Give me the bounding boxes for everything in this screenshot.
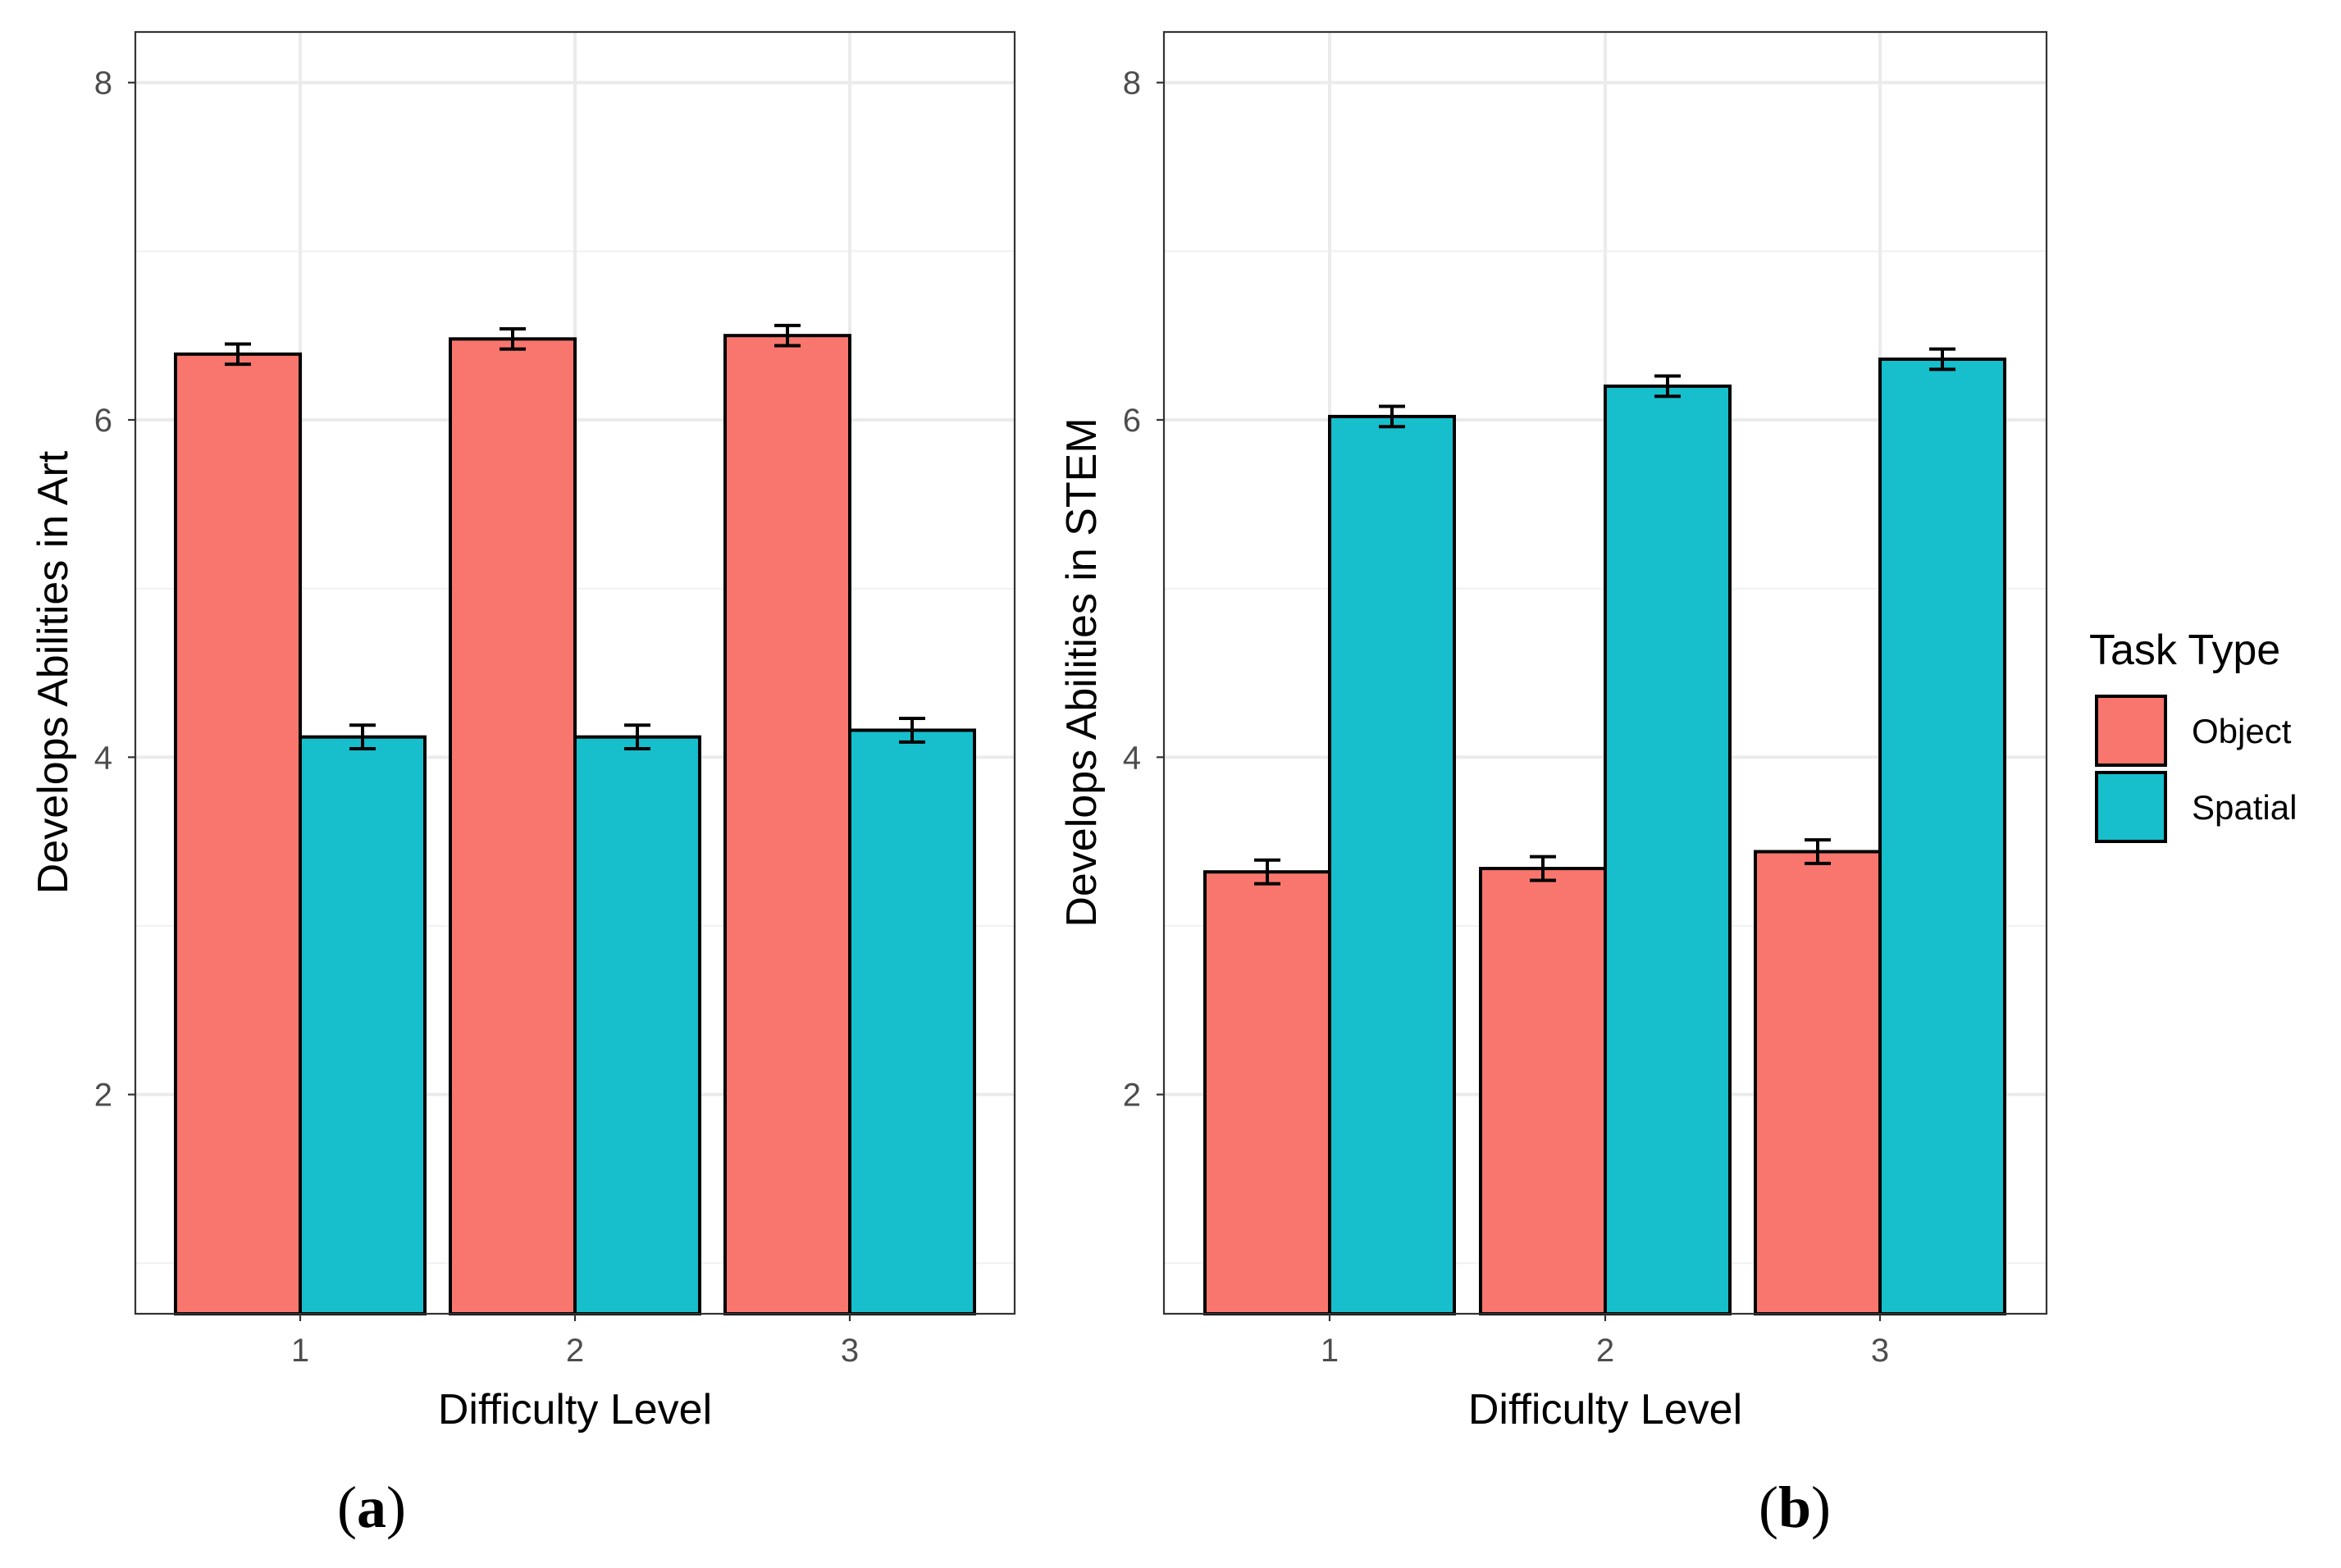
panel-b-bar-spatial-level-1 <box>1328 414 1456 1315</box>
panel-a-errorbar-object-level-3 <box>774 323 801 348</box>
panel-a-errorbar-spatial-level-1 <box>349 723 376 751</box>
panel-b-y-tick-label: 4 <box>1123 740 1141 776</box>
panel-a-x-ticks: 1 2 3 <box>291 1314 859 1369</box>
legend-item-spatial: Spatial <box>2095 771 2297 843</box>
panel-a-letter: (a) <box>337 1475 406 1540</box>
panel-a-errorbar-object-level-2 <box>500 326 526 351</box>
panel-a-x-tick-label: 1 <box>291 1333 309 1369</box>
legend: Task Type Object Spatial <box>2089 627 2297 843</box>
panel-b-errorbar-spatial-level-3 <box>1929 347 1955 371</box>
panel-a-y-tick-label: 6 <box>94 403 112 439</box>
panel-b-x-tick-label: 3 <box>1871 1333 1889 1369</box>
panel-b-errorbar-object-level-3 <box>1805 838 1831 865</box>
panel-a-errorbar-spatial-level-3 <box>899 717 925 744</box>
panel-b-y-tick-label: 2 <box>1123 1078 1141 1114</box>
panel-b-errorbar-spatial-level-2 <box>1654 374 1681 399</box>
panel-b-bar-object-level-2 <box>1479 867 1607 1315</box>
panel-a-bar-spatial-level-1 <box>299 735 427 1315</box>
legend-label-object: Object <box>2192 712 2292 750</box>
panel-b-y-tick-label: 6 <box>1123 403 1141 439</box>
panel-a: 2 4 6 8 1 2 3 Difficulty Level Develops Abili… <box>30 30 1016 1540</box>
legend-label-spatial: Spatial <box>2192 788 2297 827</box>
panel-b-letter-text: b <box>1778 1475 1811 1540</box>
panel-b-errorbar-object-level-1 <box>1254 858 1280 886</box>
panel-b-x-axis-title: Difficulty Level <box>1468 1386 1742 1434</box>
panel-a-bar-spatial-level-3 <box>848 728 976 1315</box>
panel-b-x-tick-label: 2 <box>1596 1333 1614 1369</box>
legend-title: Task Type <box>2089 627 2280 674</box>
panel-a-bar-spatial-level-2 <box>573 735 701 1315</box>
panel-a-y-tick-label: 4 <box>94 740 112 776</box>
panel-b-letter: (b) <box>1759 1475 1831 1540</box>
panel-b-bar-object-level-1 <box>1203 870 1331 1315</box>
panel-a-x-axis-title: Difficulty Level <box>438 1386 712 1434</box>
panel-b-x-tick-label: 1 <box>1321 1333 1339 1369</box>
panel-a-y-ticks: 2 4 6 8 <box>94 66 135 1114</box>
panel-b: 2 4 6 8 1 2 3 Difficulty Level Develops Abili… <box>1058 30 2048 1540</box>
panel-a-y-tick-label: 8 <box>94 66 112 102</box>
panel-b-errorbar-spatial-level-1 <box>1379 404 1405 429</box>
panel-a-bar-object-level-2 <box>449 337 577 1315</box>
panel-a-errorbar-spatial-level-2 <box>624 723 650 751</box>
panel-a-x-tick-label: 2 <box>566 1333 584 1369</box>
panel-a-x-tick-label: 3 <box>841 1333 859 1369</box>
legend-key-spatial <box>2095 771 2167 843</box>
panel-b-bar-spatial-level-2 <box>1604 384 1732 1315</box>
panel-a-bars <box>174 323 976 1316</box>
panel-a-bar-object-level-1 <box>174 352 302 1316</box>
panel-b-errorbar-object-level-2 <box>1530 855 1556 882</box>
panel-b-y-axis-title: Develops Abilities in STEM <box>1058 417 1106 927</box>
legend-key-object <box>2095 695 2167 767</box>
legend-item-object: Object <box>2095 695 2292 767</box>
panel-b-y-ticks: 2 4 6 8 <box>1123 66 1164 1114</box>
panel-b-bar-object-level-3 <box>1754 850 1882 1315</box>
panel-a-bar-object-level-3 <box>723 334 851 1315</box>
legend-items: Object Spatial <box>2095 695 2297 843</box>
panel-b-y-tick-label: 8 <box>1123 66 1141 102</box>
panel-b-bar-spatial-level-3 <box>1878 357 2006 1315</box>
panel-a-letter-text: a <box>357 1475 386 1540</box>
panel-a-errorbar-object-level-1 <box>225 342 251 367</box>
panel-b-bars <box>1203 347 2006 1315</box>
panel-a-y-axis-title: Develops Abilities in Art <box>30 450 77 894</box>
panel-b-x-ticks: 1 2 3 <box>1321 1314 1889 1369</box>
panel-a-y-tick-label: 2 <box>94 1078 112 1114</box>
